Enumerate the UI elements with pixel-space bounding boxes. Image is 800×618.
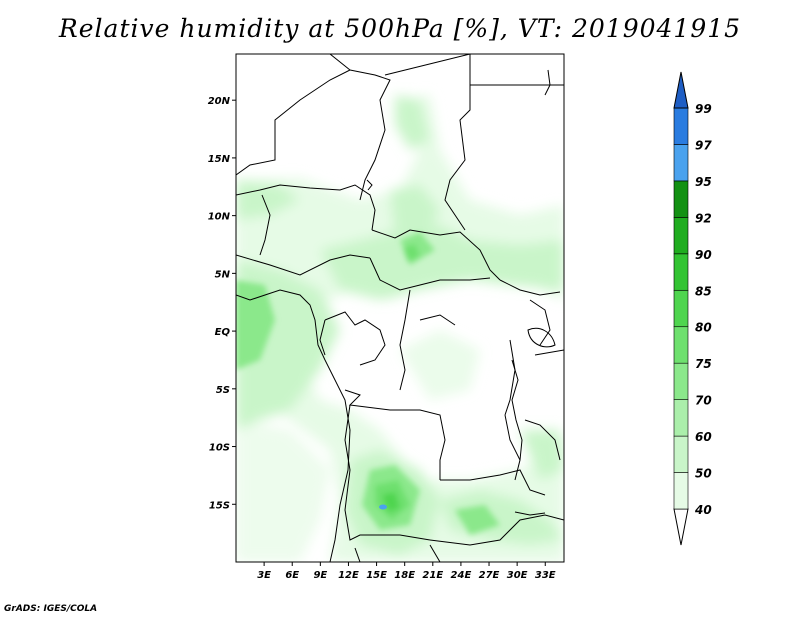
colorbar-segment xyxy=(673,144,689,182)
colorbar-label: 70 xyxy=(695,394,712,408)
map-frame xyxy=(235,53,565,563)
colorbar-label: 90 xyxy=(695,248,712,262)
lat-tick-label: 5S xyxy=(216,385,230,396)
colorbar-high-triangle xyxy=(673,71,689,109)
colorbar-segment xyxy=(673,217,689,255)
lon-tick-label: 18E xyxy=(394,570,415,581)
colorbar-segment xyxy=(673,326,689,364)
colorbar-label: 92 xyxy=(695,211,712,225)
colorbar-segment xyxy=(673,472,689,510)
colorbar-label: 75 xyxy=(695,357,712,371)
colorbar-segment xyxy=(673,289,689,328)
colorbar-label: 60 xyxy=(695,430,712,444)
lon-tick-label: 3E xyxy=(257,570,271,581)
lon-tick-label: 27E xyxy=(479,570,500,581)
colorbar-segment xyxy=(673,107,689,145)
colorbar-segment xyxy=(673,362,689,400)
colorbar-label: 40 xyxy=(694,503,712,517)
colorbar-label: 95 xyxy=(695,175,712,189)
lat-tick-label: 10S xyxy=(209,443,230,454)
humidity-field xyxy=(236,54,564,562)
colorbar-segment xyxy=(673,253,689,291)
lon-tick-label: 12E xyxy=(338,570,359,581)
lat-tick-label: EQ xyxy=(215,327,231,338)
colorbar-low-triangle xyxy=(673,508,689,546)
lon-tick-label: 9E xyxy=(313,570,327,581)
colorbar-label: 80 xyxy=(695,321,712,335)
lat-tick-label: 20N xyxy=(208,96,231,107)
lat-tick-label: 15S xyxy=(209,500,230,511)
lon-tick-label: 21E xyxy=(422,570,443,581)
chart-title: Relative humidity at 500hPa [%], VT: 201… xyxy=(58,14,742,43)
lat-tick-label: 5N xyxy=(215,269,231,280)
country-borders xyxy=(236,54,564,562)
lon-tick-label: 33E xyxy=(535,570,556,581)
colorbar: 40 50 60 70 75 80 85 90 92 95 97 99 xyxy=(673,71,712,546)
lon-tick-label: 6E xyxy=(285,570,299,581)
lat-tick-label: 15N xyxy=(208,154,231,165)
colorbar-segment xyxy=(673,435,689,473)
colorbar-label: 97 xyxy=(695,138,712,152)
colorbar-label: 99 xyxy=(695,102,712,116)
lon-tick-label: 15E xyxy=(366,570,387,581)
colorbar-label: 50 xyxy=(695,467,712,481)
map-axes: 20N 15N 10N 5N EQ 5S 10S 15S 3E 6E 9E 12E 15E 18E 21E 2… xyxy=(208,96,556,581)
lat-tick-label: 10N xyxy=(208,212,231,223)
lon-tick-label: 30E xyxy=(507,570,528,581)
lon-tick-label: 24E xyxy=(451,570,472,581)
credit-text: GrADS: IGES/COLA xyxy=(4,604,98,614)
colorbar-label: 85 xyxy=(695,284,712,298)
colorbar-segment xyxy=(673,399,689,437)
colorbar-segment xyxy=(673,180,689,218)
